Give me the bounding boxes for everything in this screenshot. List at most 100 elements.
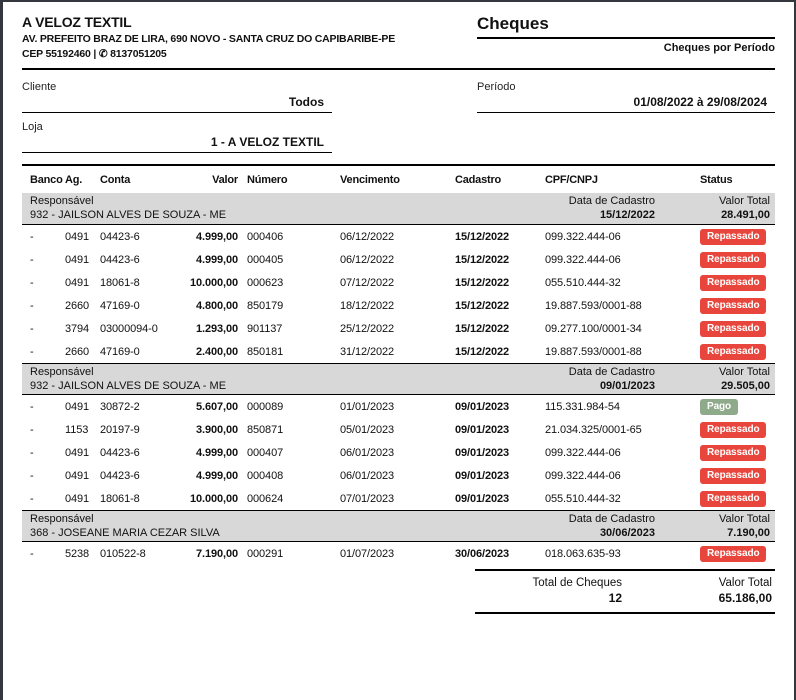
- cell-status: Repassado: [696, 467, 775, 484]
- company-block: A VELOZ TEXTIL AV. PREFEITO BRAZ DE LIRA…: [22, 14, 462, 62]
- cell-conta: 18061-8: [100, 492, 140, 505]
- cell-banco: -: [30, 253, 34, 266]
- company-phone: 8137051205: [110, 48, 167, 60]
- cell-cpf: 055.510.444-32: [545, 276, 621, 289]
- filter-periodo: Período 01/08/2022 à 29/08/2024: [477, 79, 775, 113]
- cell-valor: 3.900,00: [195, 423, 238, 436]
- col-header-vencimento: Vencimento: [340, 173, 400, 186]
- col-header-conta: Conta: [100, 173, 131, 186]
- cell-cadastro: 09/01/2023: [455, 446, 510, 459]
- cell-conta: 04423-6: [100, 253, 140, 266]
- col-header-valor: Valor: [212, 173, 238, 186]
- cell-numero: 000408: [247, 469, 284, 482]
- col-header-ag: Ag.: [65, 173, 83, 186]
- status-badge: Repassado: [700, 297, 767, 314]
- cell-cadastro: 09/01/2023: [455, 400, 510, 413]
- cell-ag: 0491: [65, 446, 90, 459]
- cell-status: Repassado: [696, 274, 775, 291]
- cell-numero: 000406: [247, 230, 284, 243]
- data-cadastro-value: 09/01/2023: [599, 379, 655, 392]
- periodo-label: Período: [477, 81, 516, 93]
- cheque-row: - 3794 03000094-0 1.293,00 901137 25/12/…: [22, 317, 775, 340]
- cell-vencimento: 06/01/2023: [340, 469, 395, 482]
- col-header-status: Status: [700, 173, 733, 186]
- cell-vencimento: 06/12/2022: [340, 253, 395, 266]
- cell-conta: 47169-0: [100, 345, 140, 358]
- cliente-value: Todos: [288, 95, 324, 109]
- cell-ag: 2660: [65, 345, 90, 358]
- valor-total-value: 7.190,00: [727, 526, 770, 539]
- periodo-value: 01/08/2022 à 29/08/2024: [633, 95, 767, 109]
- cell-numero: 000291: [247, 547, 284, 560]
- cell-valor: 4.999,00: [195, 253, 238, 266]
- status-badge: Repassado: [700, 251, 767, 268]
- status-badge: Repassado: [700, 343, 767, 360]
- cell-banco: -: [30, 230, 34, 243]
- cell-cpf: 099.322.444-06: [545, 469, 621, 482]
- data-cadastro-value: 15/12/2022: [599, 208, 655, 221]
- cell-vencimento: 31/12/2022: [340, 345, 395, 358]
- filter-cliente: Cliente Todos: [22, 79, 332, 113]
- table-header-row: Banco Ag. Conta Valor Número Vencimento …: [22, 166, 775, 193]
- cell-valor: 4.999,00: [195, 469, 238, 482]
- data-cadastro-label: Data de Cadastro: [568, 195, 655, 207]
- cell-cpf: 018.063.635-93: [545, 547, 621, 560]
- valor-total-value: 29.505,00: [721, 379, 770, 392]
- cell-cpf: 099.322.444-06: [545, 253, 621, 266]
- cell-conta: 47169-0: [100, 299, 140, 312]
- cheque-row: - 0491 18061-8 10.000,00 000623 07/12/20…: [22, 271, 775, 294]
- cell-ag: 2660: [65, 299, 90, 312]
- cheque-row: - 1153 20197-9 3.900,00 850871 05/01/202…: [22, 418, 775, 441]
- cell-status: Repassado: [696, 228, 775, 245]
- cell-cadastro: 09/01/2023: [455, 469, 510, 482]
- title-block: Cheques Cheques por Período: [477, 14, 775, 54]
- cell-conta: 04423-6: [100, 469, 140, 482]
- table-body: Responsável 932 - JAILSON ALVES DE SOUZA…: [22, 193, 775, 565]
- cell-valor: 5.607,00: [195, 400, 238, 413]
- cell-status: Repassado: [696, 421, 775, 438]
- cell-cpf: 21.034.325/0001-65: [545, 423, 642, 436]
- cell-cpf: 115.331.984-54: [545, 400, 620, 413]
- cell-numero: 000623: [247, 276, 284, 289]
- cell-conta: 20197-9: [100, 423, 140, 436]
- cell-ag: 0491: [65, 400, 90, 413]
- report-subtitle: Cheques por Período: [663, 42, 775, 54]
- status-badge: Repassado: [700, 490, 767, 507]
- cliente-label: Cliente: [22, 81, 57, 93]
- cell-banco: -: [30, 276, 34, 289]
- loja-value: 1 - A VELOZ TEXTIL: [210, 135, 324, 149]
- company-name: A VELOZ TEXTIL: [22, 14, 132, 30]
- cell-vencimento: 07/01/2023: [340, 492, 395, 505]
- cell-cpf: 099.322.444-06: [545, 230, 621, 243]
- cell-valor: 2.400,00: [195, 345, 238, 358]
- cell-ag: 1153: [65, 423, 89, 436]
- cheques-table: Banco Ag. Conta Valor Número Vencimento …: [22, 164, 775, 614]
- cheque-group: Responsável 368 - JOSEANE MARIA CEZAR SI…: [22, 510, 775, 565]
- cell-cpf: 099.322.444-06: [545, 446, 621, 459]
- cell-banco: -: [30, 446, 34, 459]
- cheque-row: - 0491 18061-8 10.000,00 000624 07/01/20…: [22, 487, 775, 510]
- total-cheques-label: Total de Cheques: [532, 577, 622, 589]
- cell-valor: 7.190,00: [195, 547, 238, 560]
- cell-valor: 1.293,00: [195, 322, 238, 335]
- col-header-banco: Banco: [30, 173, 63, 186]
- cheque-row: - 0491 04423-6 4.999,00 000407 06/01/202…: [22, 441, 775, 464]
- table-footer: Total de Cheques Valor Total 12 65.186,0…: [475, 569, 775, 614]
- cell-banco: -: [30, 492, 34, 505]
- valor-total-label: Valor Total: [719, 195, 770, 207]
- filters-section: Cliente Todos Período 01/08/2022 à 29/08…: [22, 70, 775, 153]
- cell-cpf: 09.277.100/0001-34: [545, 322, 642, 335]
- page-title: Cheques: [477, 14, 775, 39]
- col-header-numero: Número: [247, 173, 288, 186]
- cell-cadastro: 15/12/2022: [455, 276, 510, 289]
- cell-valor: 4.999,00: [195, 446, 238, 459]
- cell-status: Repassado: [696, 320, 775, 337]
- status-badge: Repassado: [700, 545, 767, 562]
- cell-cadastro: 15/12/2022: [455, 345, 510, 358]
- total-cheques-value: 12: [608, 591, 622, 605]
- cell-cadastro: 09/01/2023: [455, 492, 510, 505]
- responsavel-label: Responsável: [30, 195, 94, 207]
- cell-banco: -: [30, 469, 34, 482]
- cell-valor: 10.000,00: [189, 492, 238, 505]
- cell-cpf: 055.510.444-32: [545, 492, 621, 505]
